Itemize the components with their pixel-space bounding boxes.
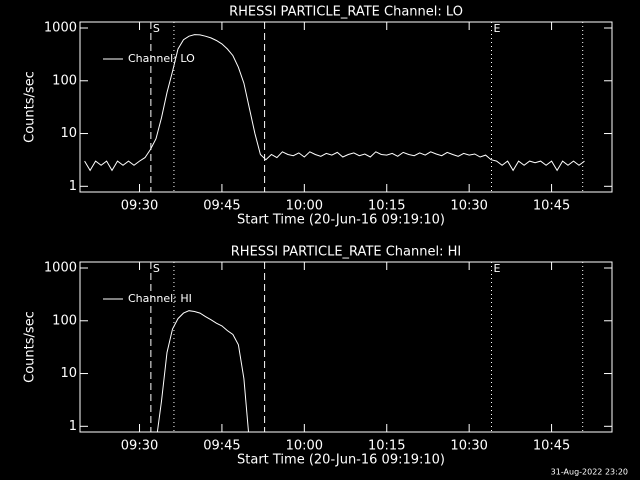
x-axis-label: Start Time (20-Jun-16 09:19:10)	[237, 453, 445, 468]
y-tick-label: 100	[52, 313, 77, 328]
x-tick-label: 10:00	[286, 439, 323, 454]
x-tick-label: 09:45	[203, 199, 240, 214]
y-tick-label: 10	[60, 366, 77, 381]
plot-frame	[79, 261, 613, 433]
y-axis-label: Counts/sec	[23, 311, 38, 383]
y-tick-label: 1000	[44, 21, 77, 36]
x-tick-label: 10:30	[450, 439, 487, 454]
marker-label: S	[153, 262, 160, 275]
footer: 31-Aug-2022 23:20	[551, 468, 628, 477]
x-tick-label: 10:00	[286, 199, 323, 214]
x-tick-label: 09:30	[121, 439, 158, 454]
legend-label: Channel: HI	[128, 292, 192, 305]
chart-title: RHESSI PARTICLE_RATE Channel: HI	[231, 245, 461, 260]
marker-label: S	[153, 22, 160, 35]
legend-label: Channel: LO	[128, 52, 195, 65]
y-tick-label: 1	[69, 419, 77, 434]
x-tick-label: 09:30	[121, 199, 158, 214]
y-tick-label: 10	[60, 126, 77, 141]
y-tick-label: 1000	[44, 261, 77, 276]
plot-frame	[79, 21, 613, 193]
data-line	[156, 310, 250, 432]
marker-label: E	[493, 22, 500, 35]
y-tick-label: 100	[52, 73, 77, 88]
chart-title: RHESSI PARTICLE_RATE Channel: LO	[229, 5, 463, 20]
plot-area	[84, 34, 585, 172]
x-tick-label: 10:15	[368, 439, 405, 454]
x-tick-label: 09:45	[203, 439, 240, 454]
data-line	[84, 34, 585, 172]
plot-area	[156, 310, 250, 432]
marker-label: E	[493, 262, 500, 275]
x-tick-label: 10:30	[450, 199, 487, 214]
x-axis-label: Start Time (20-Jun-16 09:19:10)	[237, 213, 445, 228]
x-tick-label: 10:45	[533, 439, 570, 454]
x-tick-label: 10:45	[533, 199, 570, 214]
y-tick-label: 1	[69, 179, 77, 194]
x-tick-label: 10:15	[368, 199, 405, 214]
y-axis-label: Counts/sec	[23, 71, 38, 143]
